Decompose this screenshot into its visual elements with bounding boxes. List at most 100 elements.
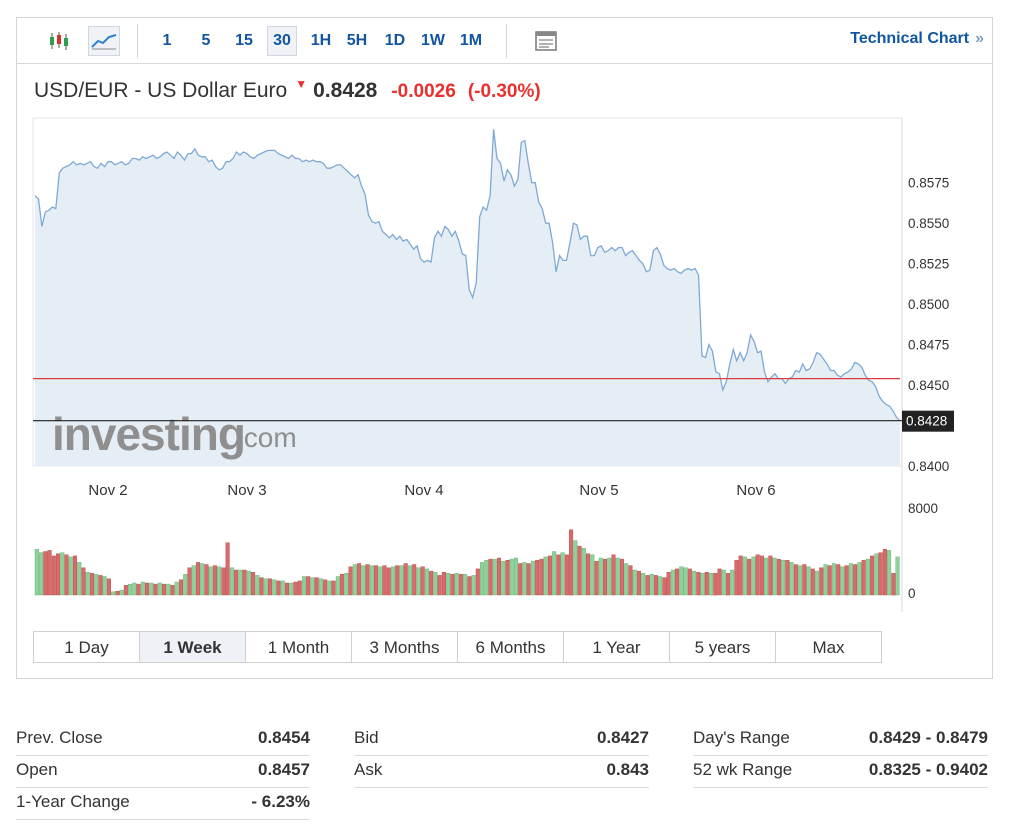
volume-bar [742,556,747,596]
range-max[interactable]: Max [775,631,882,663]
area-chart-icon[interactable] [88,26,120,56]
volume-bar [675,568,680,596]
interval-5h[interactable]: 5H [346,32,368,49]
toolbar-divider [137,24,138,58]
stat-row: Ask 0.843 [354,756,649,788]
volume-bar [297,580,302,596]
volume-bar [454,573,459,596]
range-1-week[interactable]: 1 Week [139,631,246,663]
volume-bar [395,565,400,596]
volume-bar [865,558,870,596]
volume-bar [284,582,290,596]
volume-bar [437,575,442,596]
volume-bar [225,542,230,596]
price-area [34,129,901,467]
volume-bar [874,553,879,596]
candlestick-icon[interactable] [44,26,74,56]
volume-bar [446,573,451,596]
volume-bar [314,577,319,596]
volume-bar [692,570,697,596]
volume-bar [407,565,412,596]
volume-bar [717,568,722,596]
price-area-fill [35,129,900,467]
interval-5[interactable]: 5 [201,32,211,49]
volume-tick-label: 8000 [908,501,938,516]
volume-bar [310,577,315,596]
range-3-months[interactable]: 3 Months [351,631,458,663]
interval-1w[interactable]: 1W [421,32,445,49]
interval-30[interactable]: 30 [267,26,297,56]
range-1-day[interactable]: 1 Day [33,631,140,663]
volume-bar [725,573,730,596]
volume-bar [798,565,803,596]
technical-chart-link[interactable]: Technical Chart » [850,30,984,48]
investing-watermark: investing .com [52,408,297,460]
technical-chart-label: Technical Chart [850,30,970,47]
volume-bar [221,567,226,596]
volume-bar [166,583,171,596]
volume-bar [891,573,896,596]
volume-bar [564,554,569,596]
volume-bar [162,583,167,596]
volume-bar [357,563,362,596]
interval-1h[interactable]: 1H [310,32,332,49]
volume-bar [72,555,78,596]
volume-bar [590,554,595,596]
volume-bar [293,581,298,596]
y-tick-label: 0.8525 [908,257,949,272]
interval-1d[interactable]: 1D [384,32,406,49]
stat-row: 52 wk Range 0.8325 - 0.9402 [693,756,988,788]
volume-bar [560,552,565,596]
range-5-years[interactable]: 5 years [669,631,776,663]
price-chart[interactable]: investing .com 0.85750.85500.85250.85000… [0,0,1012,620]
volume-bar [43,551,48,596]
volume-bar [140,581,145,596]
volume-bar [730,569,735,596]
volume-bar [102,576,107,596]
volume-bar [378,566,383,596]
range-1-year[interactable]: 1 Year [563,631,670,663]
volume-bar [530,561,535,596]
volume-bar [683,567,688,596]
volume-bar [352,564,357,596]
volume-bar [887,550,892,596]
volume-bar [653,575,658,596]
volume-bar [552,551,557,596]
volume-bar [81,567,86,596]
volume-bar [200,563,205,596]
x-tick-label: Nov 6 [736,482,775,499]
interval-1m[interactable]: 1M [459,32,483,49]
volume-bar [187,567,192,596]
interval-15[interactable]: 15 [235,32,253,49]
volume-bar [764,557,769,596]
volume-bar [781,560,786,596]
stat-row: Bid 0.8427 [354,724,649,756]
watermark-suffix: .com [236,422,297,453]
volume-axis: 8000 0 [908,501,938,601]
volume-bar [306,576,311,596]
stat-label: 1-Year Change [16,792,130,811]
volume-bar [602,558,608,596]
range-1-month[interactable]: 1 Month [245,631,352,663]
stat-label: Bid [354,728,379,747]
volume-bar [776,558,781,596]
volume-bar [318,578,323,596]
volume-bar [374,565,379,596]
volume-bar [586,553,591,596]
volume-bar [785,560,790,596]
volume-bar [424,568,429,596]
volume-bar [607,557,612,596]
volume-bar [509,558,514,596]
volume-bar [802,564,807,596]
volume-bar [708,573,714,596]
volume-bar [751,556,756,596]
volume-bar [344,573,349,596]
volume-bar [895,556,900,596]
interval-1[interactable]: 1 [162,32,172,49]
volume-bar [178,579,184,596]
volume-bar [815,570,820,596]
settings-panel-icon[interactable] [531,26,561,56]
range-6-months[interactable]: 6 Months [457,631,564,663]
volume-bar [348,566,353,596]
volume-bar [153,583,158,596]
